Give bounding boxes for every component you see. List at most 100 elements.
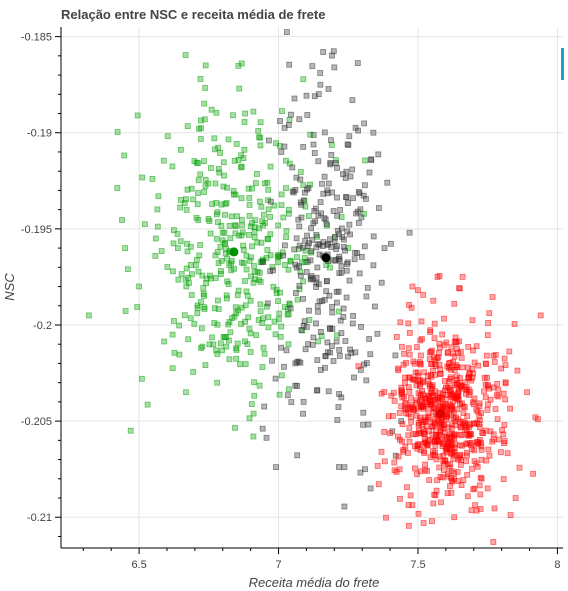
scatter-point [452, 422, 459, 429]
scatter-point [212, 275, 219, 281]
scatter-point [215, 144, 222, 151]
scatter-point [283, 185, 289, 192]
scatter-point [195, 268, 202, 275]
scatter-point [459, 364, 466, 371]
scatter-point [298, 214, 305, 221]
scatter-point [501, 440, 507, 447]
scatter-point [385, 413, 392, 420]
scatter-point [307, 276, 314, 283]
scatter-point [237, 361, 244, 368]
scatter-point [202, 62, 209, 69]
scatter-point [231, 157, 238, 164]
scatter-point [278, 191, 285, 198]
scatter-point [414, 287, 421, 294]
scatter-point [243, 252, 250, 259]
scatter-point [270, 283, 277, 290]
scatter-point [429, 423, 436, 430]
scatter-point [486, 452, 493, 459]
scatter-point [405, 374, 412, 381]
scatter-point [164, 133, 171, 140]
scatter-point [484, 332, 491, 339]
scatter-point [232, 223, 239, 230]
scatter-point [286, 116, 293, 123]
scatter-point [469, 317, 476, 324]
scatter-point [246, 325, 253, 332]
scatter-point [234, 292, 241, 299]
scatter-point [473, 460, 480, 467]
scatter-point [257, 134, 264, 141]
scatter-point [238, 195, 245, 202]
scatter-point [363, 293, 370, 300]
scatter-point [330, 48, 337, 55]
scatter-point [243, 288, 250, 295]
scatter-point [184, 240, 190, 247]
scatter-point [455, 478, 462, 484]
scatter-point [326, 292, 333, 299]
scatter-point [415, 378, 422, 385]
scatter-point [477, 491, 484, 498]
scatter-point [285, 122, 292, 128]
scatter-point [334, 194, 340, 201]
scatter-point [309, 237, 316, 243]
scatter-point [256, 225, 262, 232]
scatter-point [331, 64, 338, 71]
scatter-point [455, 386, 462, 393]
scatter-point [325, 180, 332, 187]
scatter-point [444, 349, 451, 356]
scatter-point [310, 132, 317, 138]
scatter-point [399, 421, 406, 428]
toolbar-edge-indicator[interactable] [561, 48, 564, 80]
scatter-point [391, 397, 398, 404]
scatter-point [443, 339, 450, 346]
scatter-point [311, 150, 318, 156]
scatter-point [223, 343, 230, 350]
scatter-point [314, 387, 320, 394]
scatter-point [114, 185, 121, 191]
scatter-point [425, 414, 432, 421]
scatter-point [484, 382, 491, 389]
scatter-point [458, 482, 465, 489]
scatter-point [289, 164, 296, 171]
axes: 6.5 7 7.5 8 -0.185 -0.19 -0.195 -0.2 -0.205 -0.21 [21, 27, 563, 571]
scatter-point [297, 268, 304, 275]
scatter-point [273, 290, 280, 297]
scatter-point [214, 297, 221, 304]
scatter-point [342, 247, 348, 254]
scatter-point [213, 211, 220, 218]
scatter-point [218, 222, 225, 229]
scatter-point [264, 300, 271, 307]
scatter-point [452, 418, 459, 425]
scatter-point [222, 250, 229, 257]
scatter-point [212, 180, 219, 187]
scatter-point [451, 470, 457, 477]
scatter-point [214, 351, 221, 357]
scatter-point [417, 414, 423, 421]
scatter-point [232, 222, 239, 229]
scatter-point [431, 491, 438, 498]
scatter-point [344, 353, 351, 360]
scatter-point [250, 433, 257, 440]
scatter-point [451, 448, 458, 455]
scatter-point [201, 189, 207, 195]
scatter-point [409, 502, 416, 509]
scatter-point [445, 378, 452, 385]
scatter-point [378, 390, 385, 397]
scatter-point [430, 500, 437, 507]
scatter-point [233, 355, 240, 362]
scatter-point [233, 140, 240, 147]
scatter-point [212, 252, 219, 259]
scatter-point [297, 176, 304, 183]
scatter-point [184, 123, 191, 129]
scatter-point [313, 274, 320, 281]
scatter-point [400, 361, 407, 368]
scatter-point [277, 118, 283, 124]
scatter-point [473, 343, 480, 350]
scatter-point [414, 445, 421, 452]
scatter-point [253, 332, 260, 339]
scatter-point [246, 257, 253, 264]
scatter-point [451, 382, 458, 389]
scatter-point [257, 301, 264, 308]
scatter-point [456, 375, 463, 382]
scatter-point [430, 405, 437, 412]
scatter-point [419, 401, 426, 408]
